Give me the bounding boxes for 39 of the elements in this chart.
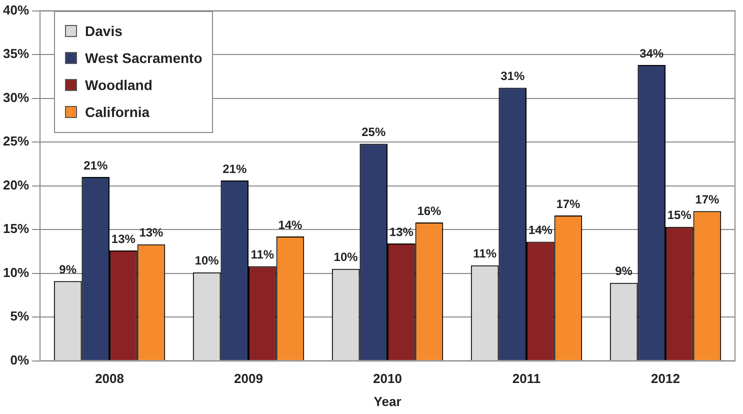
- x-axis-title: Year: [374, 394, 402, 409]
- data-label: 14%: [528, 223, 553, 238]
- data-label: 13%: [389, 224, 414, 239]
- legend-label: West Sacramento: [85, 50, 202, 66]
- data-label: 9%: [59, 262, 77, 276]
- y-tick-label: 25%: [2, 134, 30, 149]
- y-tick-label: 20%: [2, 177, 30, 192]
- x-tick-label: 2010: [373, 371, 402, 386]
- data-label: 13%: [139, 226, 164, 240]
- y-tick-label: 35%: [2, 46, 30, 62]
- y-tick-label: 30%: [2, 90, 30, 105]
- data-label: 16%: [417, 204, 442, 218]
- data-label: 25%: [362, 125, 386, 140]
- x-tick-label: 2011: [512, 371, 541, 386]
- legend-label: Davis: [85, 23, 122, 40]
- data-label: 17%: [695, 192, 720, 206]
- data-label: 17%: [556, 196, 581, 211]
- data-label: 15%: [667, 208, 692, 222]
- legend-label: Woodland: [85, 77, 152, 94]
- x-tick-label: 2009: [234, 371, 263, 386]
- y-tick-label: 40%: [2, 2, 30, 18]
- data-label: 11%: [473, 246, 497, 261]
- data-label: 9%: [615, 264, 633, 278]
- data-label: 10%: [334, 250, 358, 264]
- y-tick-label: 5%: [10, 308, 30, 324]
- data-label: 21%: [222, 162, 247, 176]
- y-tick-label: 15%: [2, 221, 30, 236]
- data-label: 10%: [194, 254, 220, 268]
- x-tick-label: 2008: [95, 371, 124, 386]
- x-tick-label: 2012: [651, 371, 680, 386]
- data-label: 14%: [278, 218, 303, 232]
- y-tick-label: 10%: [2, 264, 30, 280]
- legend-label: California: [85, 104, 150, 120]
- y-tick-label: 0%: [10, 352, 30, 368]
- data-label: 11%: [250, 248, 274, 262]
- data-label: 13%: [111, 232, 136, 246]
- data-label: 34%: [640, 46, 664, 60]
- data-label: 31%: [500, 69, 525, 84]
- data-label: 21%: [84, 158, 108, 172]
